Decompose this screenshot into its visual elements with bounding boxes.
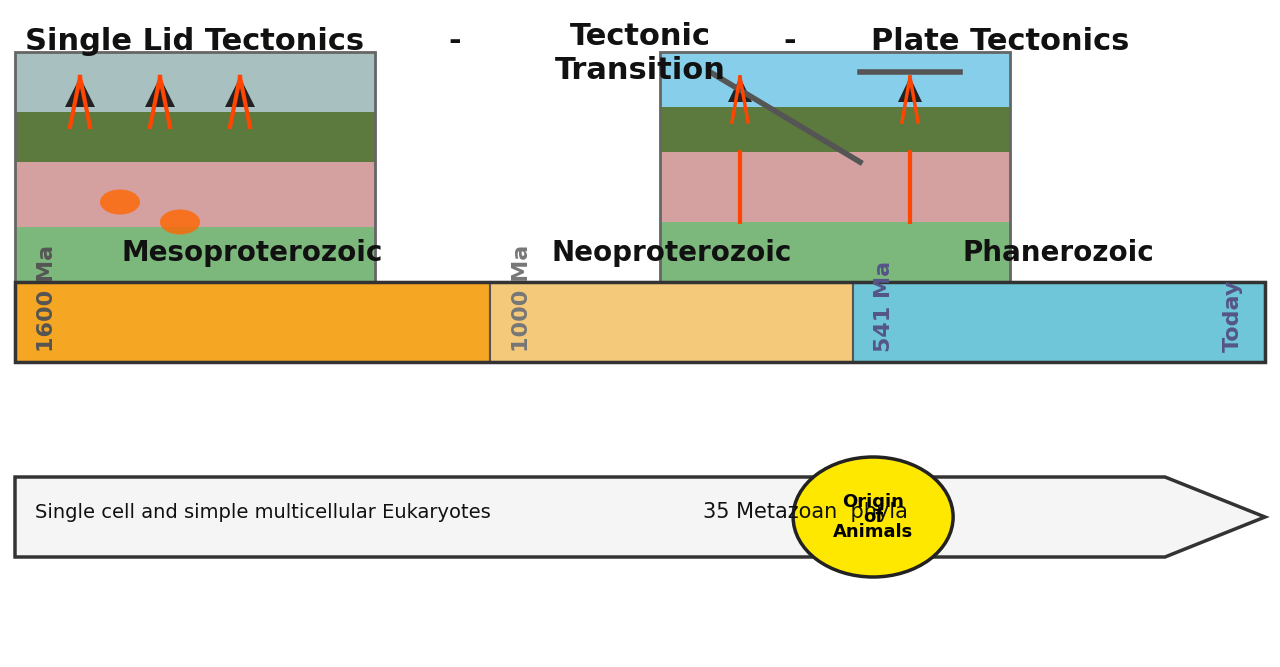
Polygon shape xyxy=(660,142,1010,222)
Polygon shape xyxy=(15,152,375,227)
Polygon shape xyxy=(15,222,375,282)
Text: Mesoproterozoic: Mesoproterozoic xyxy=(122,239,383,267)
Ellipse shape xyxy=(794,457,954,577)
Polygon shape xyxy=(660,52,1010,107)
Polygon shape xyxy=(145,77,175,107)
Polygon shape xyxy=(899,77,922,102)
Text: -: - xyxy=(783,27,796,56)
Ellipse shape xyxy=(160,209,200,235)
Polygon shape xyxy=(660,97,1010,152)
Text: Phanerozoic: Phanerozoic xyxy=(963,239,1155,267)
Text: -: - xyxy=(449,27,461,56)
Polygon shape xyxy=(15,477,1265,557)
Text: 35 Metazoan  phyla: 35 Metazoan phyla xyxy=(703,502,908,522)
Polygon shape xyxy=(225,77,255,107)
Polygon shape xyxy=(728,77,753,102)
Text: Neoproterozoic: Neoproterozoic xyxy=(552,239,791,267)
Ellipse shape xyxy=(100,189,140,215)
Polygon shape xyxy=(660,217,1010,282)
Text: Single Lid Tectonics: Single Lid Tectonics xyxy=(26,27,365,56)
FancyBboxPatch shape xyxy=(15,282,490,362)
Text: Origin: Origin xyxy=(842,493,904,511)
Text: of: of xyxy=(863,508,883,526)
FancyBboxPatch shape xyxy=(15,52,375,282)
Text: Tectonic
Transition: Tectonic Transition xyxy=(554,22,726,85)
FancyBboxPatch shape xyxy=(660,52,1010,282)
Text: Single cell and simple multicellular Eukaryotes: Single cell and simple multicellular Euk… xyxy=(35,502,490,522)
FancyBboxPatch shape xyxy=(490,282,852,362)
Text: Plate Tectonics: Plate Tectonics xyxy=(870,27,1129,56)
Text: Today: Today xyxy=(1222,279,1243,352)
Polygon shape xyxy=(65,77,95,107)
Text: 1000 Ma: 1000 Ma xyxy=(512,245,532,352)
Text: Animals: Animals xyxy=(833,523,913,541)
FancyBboxPatch shape xyxy=(852,282,1265,362)
Polygon shape xyxy=(15,102,375,162)
Polygon shape xyxy=(15,52,375,112)
Text: 1600 Ma: 1600 Ma xyxy=(37,245,58,352)
Text: 541 Ma: 541 Ma xyxy=(874,261,895,352)
